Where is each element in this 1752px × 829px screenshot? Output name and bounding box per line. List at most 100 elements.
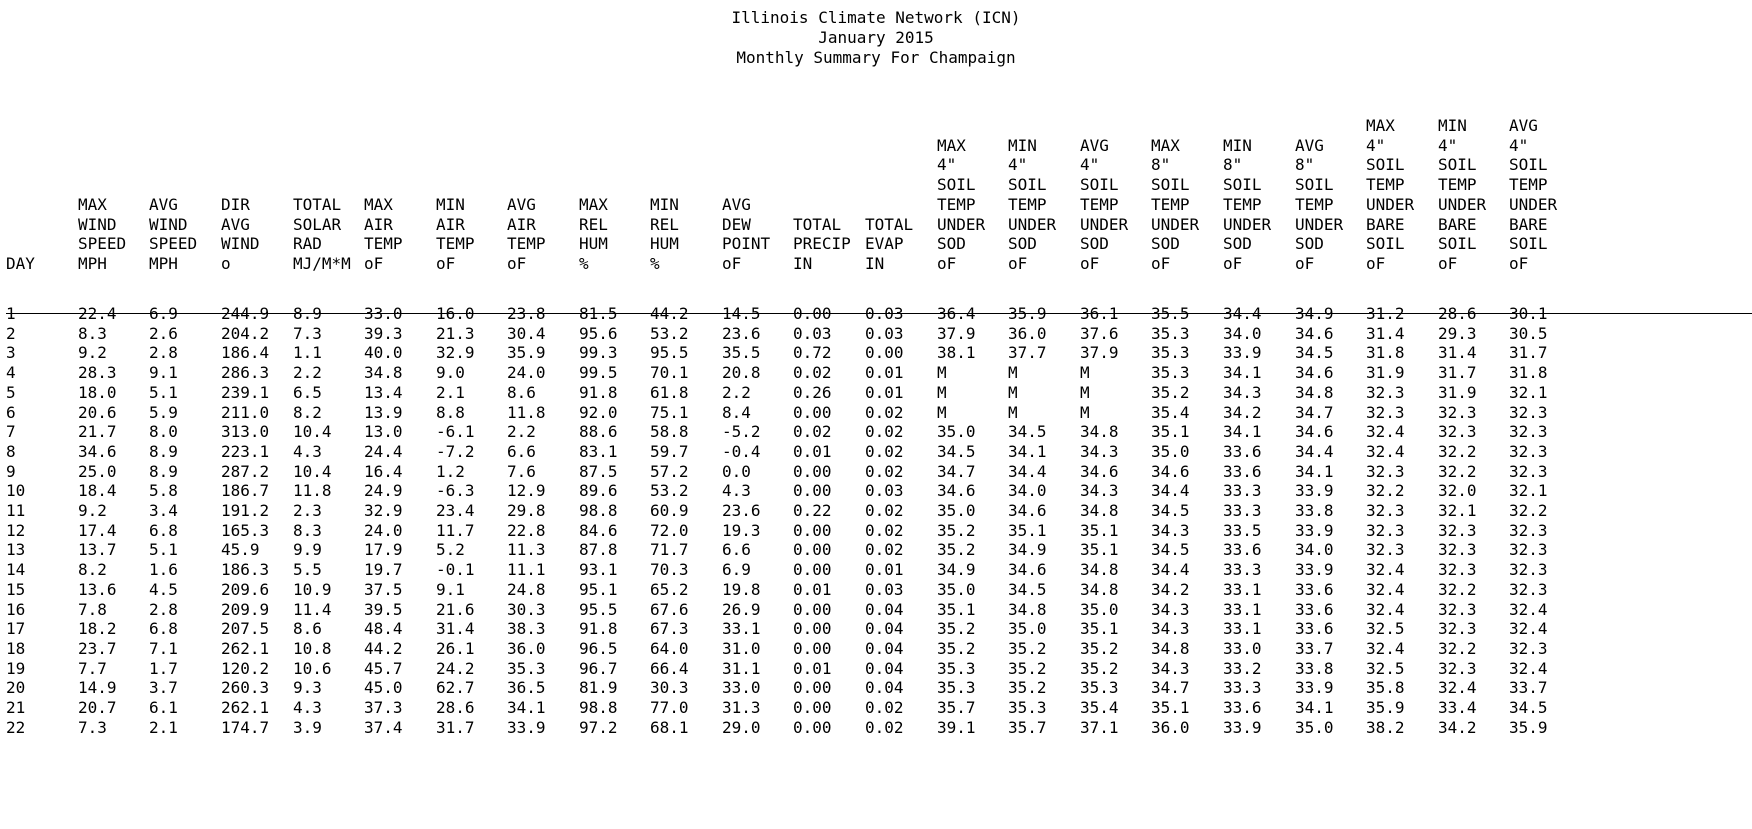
table-cell-avg-8-soil-sod: 33.8 (1295, 501, 1334, 520)
table-cell-min-air-temp: 2.1 (436, 382, 465, 402)
table-cell-total-evap: 0.02 (865, 717, 904, 737)
table-cell-max-8-soil-sod: 35.0 (1151, 441, 1190, 461)
table-cell-max-rel-hum: 92.0 (579, 402, 618, 422)
table-cell-total-evap: 0.03 (865, 481, 904, 501)
table-cell-avg-4-soil-bare: 32.3 (1509, 520, 1548, 540)
table-cell-dir-avg-wind: 204.2 (221, 323, 270, 343)
table-cell-avg-air-temp: 35.9 (507, 343, 546, 363)
table-cell-max-air-temp: 37.4 (364, 717, 403, 737)
table-cell-max-4-soil-sod: 34.9 (937, 560, 976, 580)
table-cell-min-air-temp: 5.2 (436, 540, 465, 560)
table-cell-max-4-soil-sod: M (937, 382, 947, 402)
table-cell-max-8-soil-sod: 35.3 (1151, 323, 1190, 343)
table-cell-max-wind-speed: 9.2 (78, 343, 107, 363)
table-cell-min-air-temp: 28.6 (436, 698, 475, 717)
column-header-line: UNDER (937, 214, 986, 234)
table-cell-min-air-temp: 11.7 (436, 520, 475, 540)
table-cell-max-wind-speed: 17.4 (78, 520, 117, 540)
column-header-line: BARE (1438, 214, 1477, 234)
column-header-avg-4-soil-bare: AVG 4" SOIL TEMP UNDER BARE SOIL oF (1509, 116, 1557, 274)
table-cell-min-4-soil-sod: 35.2 (1008, 638, 1047, 658)
column-header-line: 8" (1151, 155, 1171, 175)
table-cell-max-air-temp: 39.3 (364, 323, 403, 343)
table-cell-avg-dew-point: 6.9 (722, 560, 751, 580)
column-header-line: IN (865, 253, 885, 273)
table-cell-avg-dew-point: 31.0 (722, 638, 761, 658)
table-cell-max-4-soil-bare: 35.8 (1366, 678, 1405, 698)
table-cell-avg-dew-point: 26.9 (722, 599, 761, 619)
table-cell-total-solar-rad: 6.5 (293, 382, 322, 402)
table-cell-total-evap: 0.02 (865, 540, 904, 560)
table-cell-max-4-soil-bare: 32.4 (1366, 599, 1405, 619)
table-cell-day: 2 (6, 323, 16, 343)
column-header-line: MAX (579, 194, 608, 214)
table-cell-avg-4-soil-sod: M (1080, 402, 1090, 422)
column-header-line: MIN (1223, 135, 1252, 155)
table-cell-day: 17 (6, 619, 26, 639)
table-cell-total-evap: 0.01 (865, 560, 904, 580)
column-header-line: 4" (1008, 155, 1028, 175)
table-cell-max-air-temp: 37.3 (364, 698, 403, 717)
table-cell-avg-wind-speed: 6.8 (149, 520, 178, 540)
table-cell-day: 4 (6, 363, 16, 383)
table-cell-max-rel-hum: 81.9 (579, 678, 618, 698)
table-cell-min-8-soil-sod: 33.1 (1223, 619, 1262, 639)
column-header-line: SOIL (1509, 155, 1548, 175)
table-cell-max-wind-speed: 21.7 (78, 422, 117, 442)
table-cell-max-4-soil-sod: 35.3 (937, 658, 976, 678)
table-cell-avg-4-soil-bare: 34.5 (1509, 698, 1548, 717)
table-cell-avg-4-soil-bare: 32.4 (1509, 619, 1548, 639)
table-cell-max-8-soil-sod: 34.6 (1151, 461, 1190, 481)
table-cell-avg-4-soil-bare: 32.3 (1509, 441, 1548, 461)
table-cell-day: 16 (6, 599, 26, 619)
column-header-line: oF (1438, 253, 1458, 273)
column-header-line: TEMP (1223, 194, 1262, 214)
table-cell-max-wind-speed: 8.3 (78, 323, 107, 343)
column-header-min-8-soil-sod: MIN 8" SOIL TEMP UNDER SOD oF (1223, 136, 1271, 274)
table-cell-min-4-soil-sod: 34.6 (1008, 560, 1047, 580)
table-cell-min-4-soil-sod: 34.8 (1008, 599, 1047, 619)
table-cell-max-rel-hum: 95.6 (579, 323, 618, 343)
table-cell-avg-wind-speed: 1.7 (149, 658, 178, 678)
table-cell-total-precip: 0.02 (793, 363, 832, 383)
column-header-min-4-soil-bare: MIN 4" SOIL TEMP UNDER BARE SOIL oF (1438, 116, 1486, 274)
table-cell-total-precip: 0.00 (793, 540, 832, 560)
column-header-line: MAX (937, 135, 966, 155)
table-cell-dir-avg-wind: 207.5 (221, 619, 270, 639)
column-header-line: TEMP (1509, 175, 1548, 195)
table-cell-avg-wind-speed: 8.9 (149, 441, 178, 461)
column-header-line: oF (507, 253, 527, 273)
table-cell-min-4-soil-bare: 31.9 (1438, 382, 1477, 402)
table-cell-max-8-soil-sod: 34.3 (1151, 520, 1190, 540)
table-cell-max-air-temp: 34.8 (364, 363, 403, 383)
column-header-line: REL (579, 214, 608, 234)
column-header-line: SOD (1295, 234, 1324, 254)
table-cell-avg-8-soil-sod: 34.0 (1295, 540, 1334, 560)
table-cell-avg-4-soil-sod: 37.1 (1080, 717, 1119, 737)
table-cell-avg-wind-speed: 2.8 (149, 343, 178, 363)
table-cell-avg-wind-speed: 8.0 (149, 422, 178, 442)
table-cell-avg-air-temp: 24.8 (507, 579, 546, 599)
column-header-line: TEMP (1151, 194, 1190, 214)
column-header-day: DAY (6, 254, 35, 274)
column-header-line: EVAP (865, 234, 904, 254)
table-cell-max-rel-hum: 98.8 (579, 501, 618, 520)
table-cell-min-8-soil-sod: 33.3 (1223, 678, 1262, 698)
table-cell-max-wind-speed: 7.8 (78, 599, 107, 619)
column-header-line: SOIL (937, 175, 976, 195)
table-cell-avg-8-soil-sod: 33.9 (1295, 678, 1334, 698)
table-cell-min-rel-hum: 53.2 (650, 323, 689, 343)
table-cell-max-wind-speed: 18.2 (78, 619, 117, 639)
table-cell-avg-4-soil-bare: 32.4 (1509, 599, 1548, 619)
table-cell-avg-8-soil-sod: 34.6 (1295, 363, 1334, 383)
table-cell-min-4-soil-bare: 32.3 (1438, 540, 1477, 560)
column-header-line: AVG (149, 194, 178, 214)
table-cell-min-8-soil-sod: 33.2 (1223, 658, 1262, 678)
table-cell-max-rel-hum: 96.7 (579, 658, 618, 678)
table-cell-avg-8-soil-sod: 33.6 (1295, 599, 1334, 619)
table-cell-max-4-soil-bare: 32.5 (1366, 658, 1405, 678)
table-cell-min-rel-hum: 58.8 (650, 422, 689, 442)
table-cell-day: 22 (6, 717, 26, 737)
column-header-line: SOIL (1366, 234, 1405, 254)
column-header-line: oF (1366, 253, 1386, 273)
